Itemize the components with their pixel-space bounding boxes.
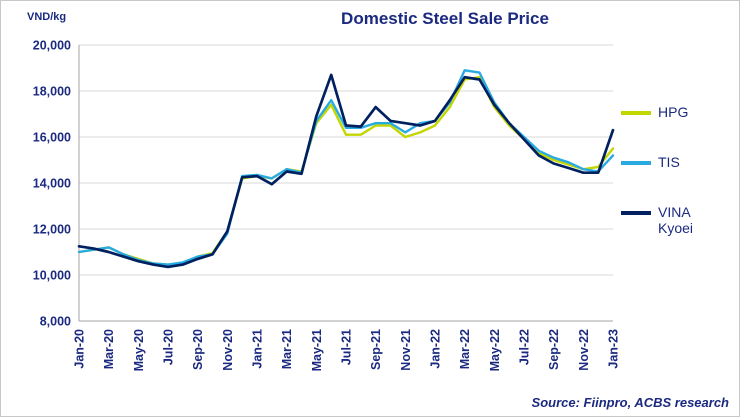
x-tick-label: Nov-20 (221, 329, 235, 371)
y-axis-unit-label: VND/kg (27, 11, 67, 23)
legend-item-hpg: HPG (621, 104, 736, 120)
source-note: Source: Fiinpro, ACBS research (531, 395, 729, 410)
series-line-hpg (77, 75, 615, 266)
series-line-vina-kyoei (77, 73, 615, 269)
legend-swatch (621, 161, 651, 166)
x-tick-label: Jan-22 (429, 329, 443, 369)
x-tick-label: May-20 (132, 329, 146, 371)
x-tick-label: Sep-22 (547, 329, 561, 370)
x-tick-label: Jul-22 (518, 329, 532, 365)
legend-item-vina-kyoei: VINA Kyoei (621, 204, 736, 236)
x-tick-label: Jul-20 (162, 329, 176, 365)
y-tick-label: 10,000 (33, 269, 71, 283)
y-tick-label: 12,000 (33, 223, 71, 237)
x-tick-label: Jan-21 (251, 329, 265, 369)
legend-label: TIS (658, 154, 680, 171)
legend-label: HPG (658, 104, 689, 120)
x-tick-label: Mar-20 (102, 329, 116, 369)
x-tick-label: Sep-21 (369, 329, 383, 370)
series-line-tis (77, 69, 615, 266)
x-tick-label: Nov-21 (399, 329, 413, 371)
legend-item-tis: TIS (621, 154, 736, 170)
x-tick-label: Mar-22 (458, 329, 472, 369)
y-tick-label: 20,000 (33, 39, 71, 53)
y-tick-label: 16,000 (33, 131, 71, 145)
legend-label: VINA Kyoei (658, 204, 694, 237)
y-tick-label: 14,000 (33, 177, 71, 191)
x-tick-label: Sep-20 (191, 329, 205, 370)
x-tick-label: Mar-21 (280, 329, 294, 369)
x-tick-label: Nov-22 (577, 329, 591, 371)
y-tick-label: 8,000 (40, 315, 71, 329)
x-tick-label: May-22 (488, 329, 502, 371)
y-tick-label: 18,000 (33, 85, 71, 99)
chart-title: Domestic Steel Sale Price (341, 9, 549, 28)
legend-swatch (621, 211, 651, 216)
x-tick-label: Jan-20 (73, 329, 87, 369)
x-tick-label: Jul-21 (340, 329, 354, 365)
legend-swatch (621, 111, 651, 115)
chart-legend: HPG TIS VINA Kyoei (621, 104, 736, 236)
x-tick-label: May-21 (310, 329, 324, 371)
x-tick-label: Jan-23 (607, 329, 621, 369)
